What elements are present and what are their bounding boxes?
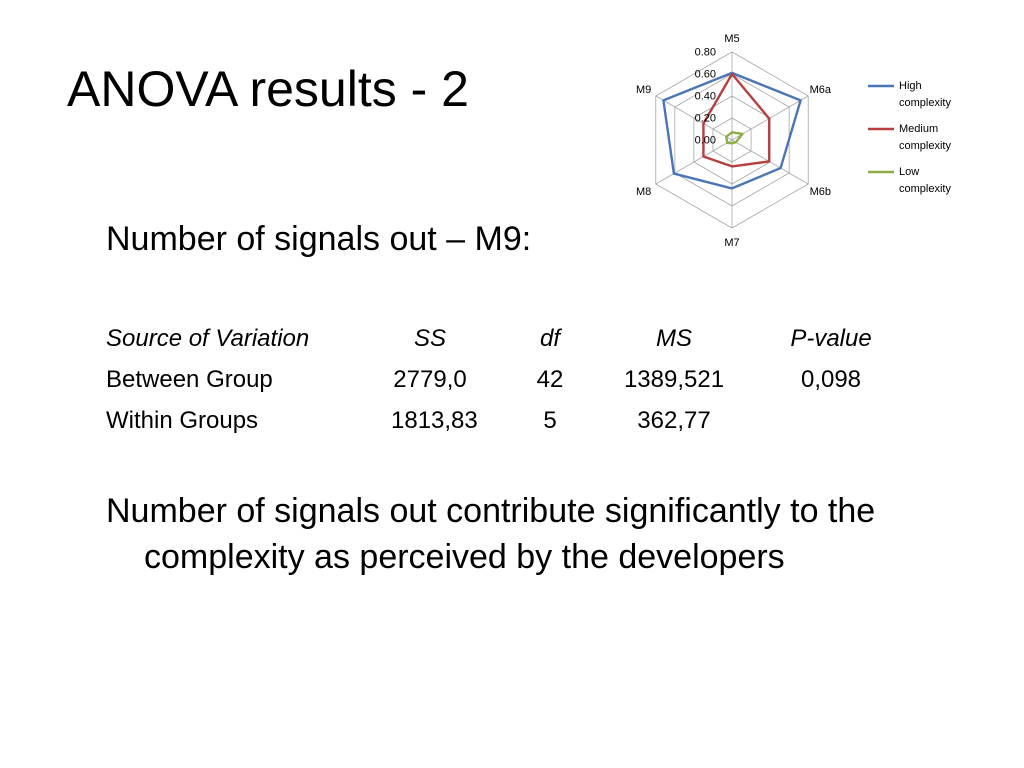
radar-series-line: [725, 131, 744, 145]
row-source: Between Group: [106, 366, 273, 393]
radar-tick-label: 0.80: [695, 47, 716, 59]
radar-tick-label: 0.20: [695, 113, 716, 125]
row-source: Within Groups: [106, 407, 259, 434]
header-source: Source of Variation: [106, 325, 310, 352]
header-ss: SS: [413, 325, 446, 352]
row-ss: 1813,83: [391, 407, 478, 434]
radar-tick-label: 0.00: [695, 135, 716, 147]
radar-series-line: [662, 71, 802, 190]
header-df: df: [539, 325, 560, 352]
radar-chart: 0.00 0.20 0.40 0.60 0.80 M5 M6a M6b M7 M8 M9 High co…: [636, 33, 951, 249]
legend-entry: Low complexity: [899, 166, 951, 195]
row-df: 5: [543, 407, 557, 434]
legend-entry: High complexity: [899, 80, 951, 109]
radar-spoke: [655, 95, 733, 141]
row-ms: 1389,521: [623, 366, 725, 393]
row-p-value: 0,098: [800, 366, 862, 393]
row-ms: 362,77: [637, 407, 711, 434]
radar-axis-label: M5: [724, 33, 739, 45]
header-ms: MS: [656, 325, 692, 352]
radar-axis-label: M9: [636, 84, 651, 96]
legend-entry: Medium complexity: [899, 123, 951, 152]
conclusion-text: Number of signals out contribute signifi…: [106, 492, 876, 577]
row-df: 42: [536, 366, 564, 393]
row-ss: 2779,0: [393, 366, 467, 393]
radar-tick-label: 0.60: [695, 69, 716, 81]
radar-series-line: [702, 72, 771, 168]
radar-axis-label: M7: [724, 237, 739, 249]
radar-spoke: [655, 139, 733, 185]
radar-tick-label: 0.40: [695, 91, 716, 103]
slide-subtitle: Number of signals out – M9:: [106, 220, 532, 258]
header-p-value: P-value: [790, 325, 872, 352]
radar-axis-label: M6a: [810, 84, 832, 96]
slide-title: ANOVA results - 2: [67, 61, 469, 117]
radar-axis-label: M6b: [810, 186, 831, 198]
radar-axis-label: M8: [636, 186, 651, 198]
